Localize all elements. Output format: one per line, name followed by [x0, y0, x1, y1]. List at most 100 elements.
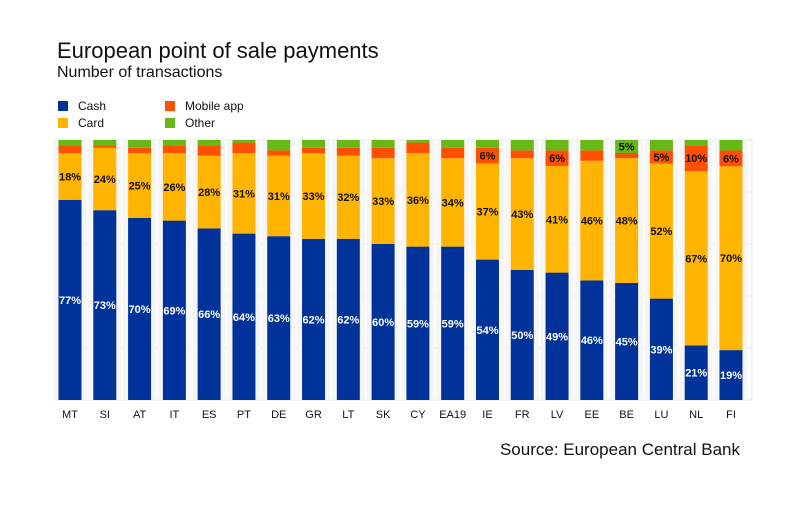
bar-mobile-app-IE [475, 147, 499, 164]
bar-mobile-app-ES [197, 145, 221, 156]
bar-other-LT [336, 140, 360, 148]
bar-other-GR [302, 140, 326, 148]
bar-other-LV [545, 140, 569, 151]
bar-card-BE [615, 158, 639, 283]
legend-item-card: Card [58, 116, 104, 130]
data-label: 70% [720, 253, 742, 265]
bar-cash-FR [510, 270, 534, 400]
bar-cash-SI [93, 210, 117, 400]
x-tick-label: FI [726, 409, 736, 421]
source-note: Source: European Central Bank [499, 440, 740, 459]
bar-mobile-app-FR [510, 150, 534, 159]
data-label: 26% [163, 182, 185, 194]
bar-other-EE [580, 140, 604, 151]
bar-other-PT [232, 140, 256, 143]
x-tick-label: LV [551, 409, 564, 421]
legend-label-other: Other [185, 116, 216, 130]
x-tick-label: SK [376, 409, 391, 421]
data-label: 28% [198, 187, 220, 199]
bar-other-SI [93, 140, 117, 146]
x-tick-label: PT [237, 409, 251, 421]
bar-other-LU [649, 140, 673, 151]
x-tick-label: ES [202, 409, 217, 421]
data-label: 6% [549, 153, 565, 165]
x-tick-label: MT [62, 409, 78, 421]
bar-cash-LU [649, 298, 673, 400]
data-label: 64% [233, 312, 255, 324]
data-label: 59% [407, 318, 429, 330]
bar-card-SI [93, 147, 117, 211]
bar-mobile-app-EA19 [441, 147, 465, 159]
bar-mobile-app-EE [580, 150, 604, 161]
bar-other-FR [510, 140, 534, 151]
bar-card-EA19 [441, 158, 465, 247]
x-tick-label: GR [305, 409, 322, 421]
data-label: 52% [650, 226, 672, 238]
bar-other-FI [719, 140, 743, 151]
bar-cash-ES [197, 228, 221, 400]
bar-cash-EA19 [441, 246, 465, 400]
bar-other-NL [684, 140, 708, 146]
legend-swatch-other [165, 118, 175, 128]
x-tick-label: LT [342, 409, 354, 421]
bar-other-SK [371, 140, 395, 148]
data-label: 70% [129, 304, 151, 316]
data-label: 66% [198, 309, 220, 321]
legend-swatch-mobile [165, 101, 175, 111]
bar-card-FI [719, 166, 743, 351]
data-label: 54% [476, 325, 498, 337]
data-label: 10% [685, 153, 707, 165]
x-tick-label: FR [515, 409, 530, 421]
bar-cash-LV [545, 272, 569, 400]
bar-other-CY [406, 140, 430, 143]
bar-other-ES [197, 140, 221, 146]
data-label: 41% [546, 214, 568, 226]
bar-card-CY [406, 153, 430, 247]
data-label: 46% [581, 216, 603, 228]
bar-card-IT [162, 153, 186, 221]
bar-cash-IE [475, 259, 499, 400]
x-tick-label: LU [654, 409, 668, 421]
data-label: 48% [616, 216, 638, 228]
bar-card-AT [128, 153, 152, 218]
legend-swatch-card [58, 118, 68, 128]
bar-cash-DE [267, 236, 291, 400]
bar-other-AT [128, 140, 152, 148]
bar-card-FR [510, 158, 534, 270]
x-tick-label: IE [482, 409, 492, 421]
x-tick-label: EA19 [439, 409, 466, 421]
bar-cash-CY [406, 246, 430, 400]
bar-mobile-app-LU [649, 150, 673, 164]
bar-card-SK [371, 158, 395, 244]
data-label: 69% [163, 305, 185, 317]
legend-label-cash: Cash [78, 99, 107, 113]
bar-other-IT [162, 140, 186, 146]
data-label: 33% [303, 191, 325, 203]
bar-cash-LT [336, 238, 360, 400]
data-label: 24% [94, 174, 116, 186]
bar-mobile-app-DE [267, 150, 291, 156]
bar-mobile-app-GR [302, 147, 326, 153]
x-tick-label: BE [619, 409, 634, 421]
legend-label-mobile: Mobile app [185, 99, 244, 113]
legend-item-other: Other [165, 116, 215, 130]
bar-cash-FI [719, 350, 743, 400]
data-label: 18% [59, 171, 81, 183]
data-label: 25% [129, 181, 151, 193]
data-label: 6% [723, 153, 739, 165]
bar-card-MT [58, 153, 82, 200]
bar-other-DE [267, 140, 291, 151]
bar-cash-PT [232, 233, 256, 400]
bar-other-EA19 [441, 140, 465, 148]
x-tick-label: NL [689, 409, 703, 421]
x-tick-label: AT [133, 409, 147, 421]
data-label: 59% [442, 318, 464, 330]
bar-card-LT [336, 155, 360, 239]
data-label: 73% [94, 300, 116, 312]
data-label: 62% [337, 314, 359, 326]
bar-mobile-app-FI [719, 150, 743, 167]
bar-mobile-app-SK [371, 147, 395, 159]
x-tick-label: DE [271, 409, 286, 421]
x-tick-label: IT [169, 409, 179, 421]
